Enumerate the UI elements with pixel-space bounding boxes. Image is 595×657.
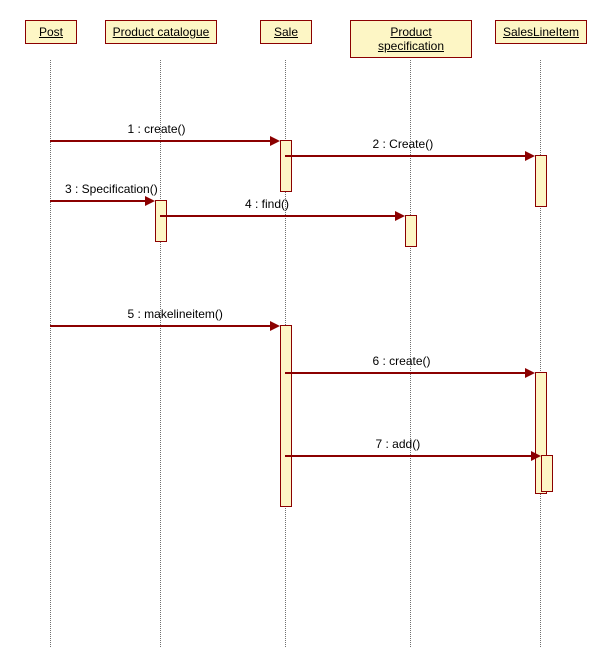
message-arrow-3 (145, 196, 155, 206)
message-line-4 (160, 215, 400, 217)
sequence-diagram: Post Product catalogue Sale Product specifi… (0, 0, 595, 657)
message-line-3 (50, 200, 150, 202)
message-line-5 (50, 325, 275, 327)
lifeline-line-sli (540, 60, 541, 647)
lifeline-label: Post (39, 25, 63, 39)
lifeline-line-catalogue (160, 60, 161, 647)
message-label-2: 2 : Create() (373, 137, 434, 151)
message-arrow-2 (525, 151, 535, 161)
lifeline-label: SalesLineItem (503, 25, 579, 39)
lifeline-label: Sale (274, 25, 298, 39)
activation-sli-6 (541, 455, 553, 492)
message-arrow-4 (395, 211, 405, 221)
activation-sale-0 (280, 140, 292, 192)
message-label-3: 3 : Specification() (65, 182, 158, 196)
message-arrow-7 (531, 451, 541, 461)
lifeline-sli: SalesLineItem (495, 20, 587, 44)
lifeline-label: Product catalogue (113, 25, 210, 39)
message-arrow-1 (270, 136, 280, 146)
lifeline-line-post (50, 60, 51, 647)
activation-catalogue-2 (155, 200, 167, 242)
message-arrow-5 (270, 321, 280, 331)
message-line-7 (285, 455, 536, 457)
lifeline-label: Product specification (378, 25, 444, 53)
activation-spec-3 (405, 215, 417, 247)
lifeline-post: Post (25, 20, 77, 44)
message-label-1: 1 : create() (128, 122, 186, 136)
lifeline-catalogue: Product catalogue (105, 20, 217, 44)
activation-sale-4 (280, 325, 292, 507)
message-line-6 (285, 372, 530, 374)
message-label-6: 6 : create() (373, 354, 431, 368)
message-label-7: 7 : add() (376, 437, 421, 451)
message-line-2 (285, 155, 530, 157)
lifeline-spec: Product specification (350, 20, 472, 58)
activation-sli-1 (535, 155, 547, 207)
message-line-1 (50, 140, 275, 142)
message-label-4: 4 : find() (245, 197, 289, 211)
message-arrow-6 (525, 368, 535, 378)
lifeline-sale: Sale (260, 20, 312, 44)
message-label-5: 5 : makelineitem() (128, 307, 223, 321)
